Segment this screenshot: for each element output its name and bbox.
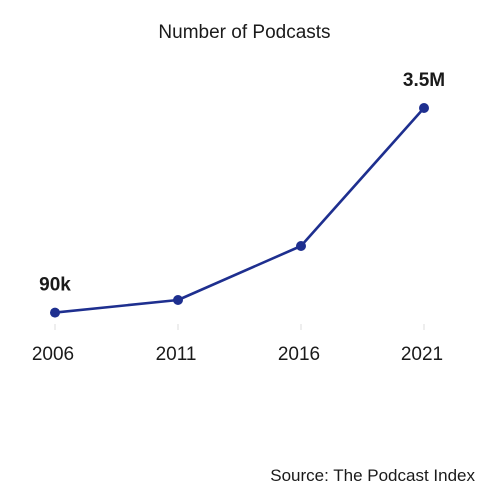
data-point-2006 (50, 307, 60, 318)
chart-title: Number of Podcasts (158, 22, 331, 43)
data-label: 3.5M (403, 70, 445, 91)
x-tick-label: 2021 (401, 344, 443, 365)
series-line (53, 106, 426, 314)
data-point-2021 (419, 103, 429, 113)
source-note: Source: The Podcast Index (270, 466, 475, 485)
x-tick-label: 2016 (278, 344, 320, 365)
x-tick-label: 2006 (32, 344, 74, 365)
data-label: 90k (39, 275, 71, 296)
data-point-2016 (296, 241, 306, 251)
x-tick-label: 2011 (156, 344, 197, 365)
data-point-2011 (173, 295, 183, 305)
